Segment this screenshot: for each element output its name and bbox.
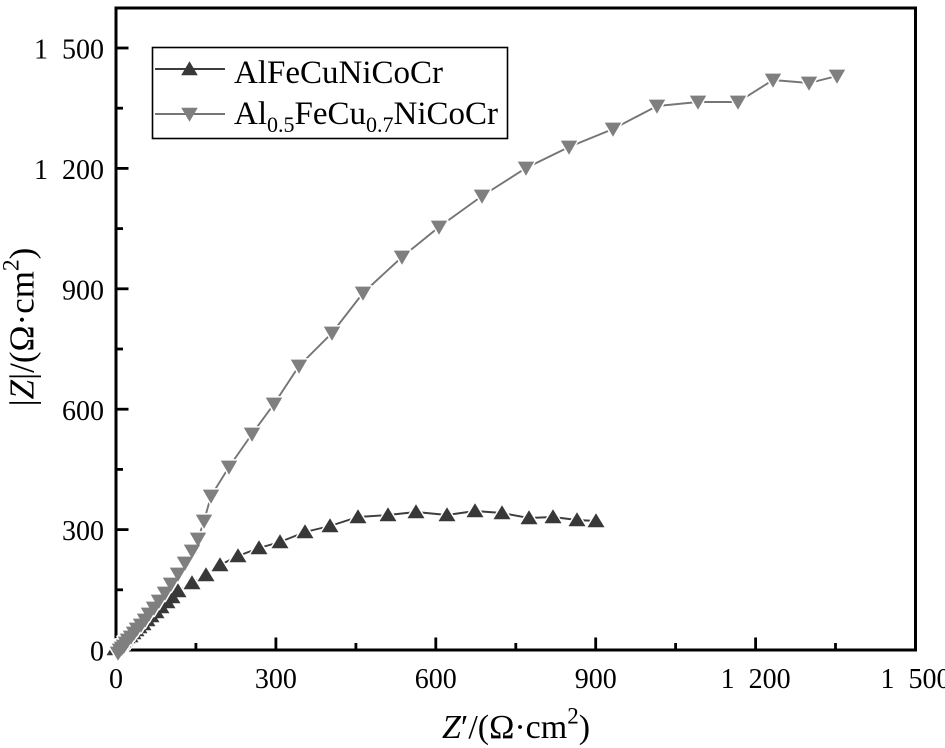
svg-text:300: 300 [255,664,297,695]
svg-text:AlFeCuNiCoCr: AlFeCuNiCoCr [234,55,443,91]
svg-text:300: 300 [62,516,104,547]
svg-text:600: 600 [62,396,104,427]
svg-text:900: 900 [575,664,617,695]
svg-text:|Z|/(Ω·cm2): |Z|/(Ω·cm2) [0,248,42,407]
svg-text:Z′/(Ω·cm2): Z′/(Ω·cm2) [442,704,590,747]
svg-text:900: 900 [62,275,104,306]
svg-text:1 500: 1 500 [881,664,945,695]
svg-text:0: 0 [109,664,123,695]
svg-text:1 200: 1 200 [721,664,791,695]
svg-text:600: 600 [415,664,457,695]
svg-text:1 200: 1 200 [34,155,104,186]
svg-text:0: 0 [90,637,104,668]
svg-text:1 500: 1 500 [34,35,104,66]
